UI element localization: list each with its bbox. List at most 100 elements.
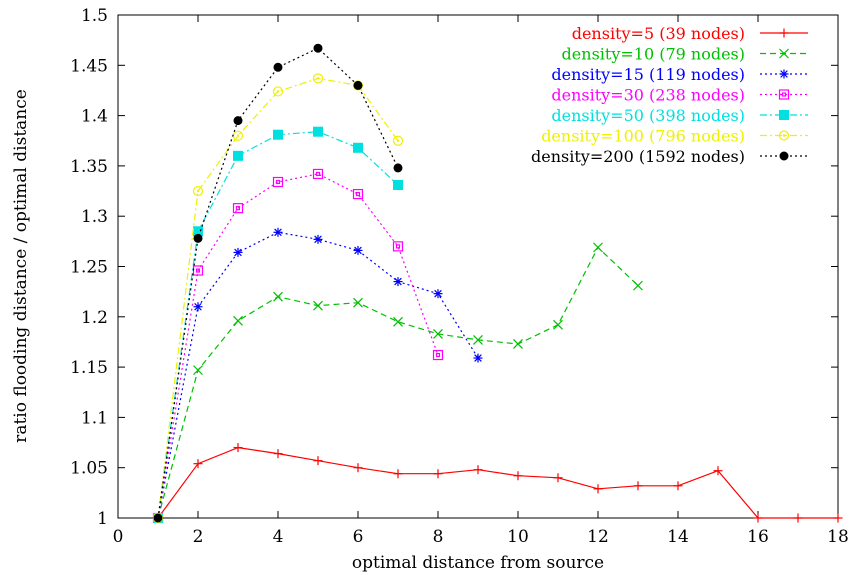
data-point-marker [273,227,283,237]
data-point-marker [713,466,723,476]
data-point-marker [312,168,324,180]
y-tick-label: 1.3 [81,207,108,227]
x-tick-label: 14 [667,527,689,547]
legend-label: density=50 (398 nodes) [551,106,745,125]
x-tick-label: 10 [507,527,529,547]
y-tick-label: 1.25 [70,258,108,278]
series-line [157,47,399,519]
data-point-marker [272,86,284,97]
series [153,443,843,523]
legend-label: density=200 (1592 nodes) [531,147,745,166]
data-point-marker [633,481,643,491]
data-point-marker [353,142,363,153]
data-point-marker [232,130,244,141]
axis-ticks: 0 2 4 6 8 10 12 14 16 18 1 1.05 1.1 1.15 1.2 1.25 1.3 1.3… [70,6,849,547]
data-point-marker [233,116,243,126]
data-point-marker [779,69,789,79]
y-tick-label: 1.5 [81,6,108,26]
data-point-marker [193,233,203,243]
legend-item: density=10 (79 nodes) [562,45,808,64]
data-point-marker [778,89,790,100]
y-tick-label: 1.2 [81,308,108,328]
data-point-marker [513,339,523,349]
y-tick-label: 1.35 [70,157,108,177]
data-point-marker [353,297,363,308]
legend-item: density=5 (39 nodes) [572,24,808,43]
data-point-marker [153,513,163,523]
legend-item: density=50 (398 nodes) [551,106,808,125]
x-tick-label: 12 [587,527,609,547]
data-point-marker [393,277,403,287]
data-point-marker [192,185,204,197]
y-tick-label: 1.45 [70,56,108,76]
legend-label: density=30 (238 nodes) [551,86,745,105]
y-tick-label: 1.05 [70,459,108,479]
data-point-marker [432,349,444,361]
data-point-marker [553,319,563,330]
series [153,126,403,523]
data-point-marker [193,365,203,376]
data-point-marker [273,449,283,459]
data-point-marker [313,234,323,244]
data-point-marker [753,513,763,523]
data-point-marker [313,126,323,137]
data-point-marker [393,469,403,479]
data-point-marker [793,513,803,523]
x-axis-label: optimal distance from source [352,553,604,573]
legend-item: density=30 (238 nodes) [551,86,808,105]
data-point-marker [273,291,283,302]
data-point-marker [393,163,403,173]
data-point-marker [193,302,203,312]
data-point-marker [473,335,483,345]
legend-item: density=200 (1592 nodes) [531,147,808,166]
data-point-marker [273,62,283,72]
y-tick-label: 1.15 [70,358,108,378]
legend-label: density=5 (39 nodes) [572,24,745,43]
legend-label: density=10 (79 nodes) [562,45,745,64]
legend: density=5 (39 nodes) density=10 (79 nodes… [531,24,808,166]
data-point-marker [272,176,284,188]
data-point-marker [779,28,789,38]
x-tick-label: 6 [353,527,364,547]
series [153,43,403,523]
series-layer [152,43,843,524]
y-tick-label: 1.4 [81,107,108,127]
data-point-marker [778,130,790,141]
data-point-marker [353,80,363,90]
data-point-marker [313,300,323,311]
y-tick-label: 1.1 [81,408,108,428]
x-tick-label: 0 [113,527,124,547]
series-line [157,231,479,519]
data-point-marker [433,469,443,479]
data-point-marker [433,289,443,299]
data-point-marker [779,151,789,161]
data-point-marker [393,316,403,327]
data-point-marker [392,135,404,146]
series [153,227,483,523]
data-point-marker [673,481,683,491]
data-point-marker [779,48,789,59]
x-tick-label: 16 [747,527,769,547]
legend-label: density=100 (796 nodes) [541,127,745,146]
data-point-marker [593,484,603,494]
data-point-marker [233,315,243,326]
data-point-marker [273,129,283,140]
data-point-marker [833,513,843,523]
y-axis-label: ratio flooding distance / optimal distan… [11,89,31,443]
x-tick-label: 4 [273,527,284,547]
data-point-marker [313,43,323,53]
x-tick-label: 18 [827,527,849,547]
data-point-marker [553,473,563,483]
data-point-marker [312,73,324,84]
data-point-marker [313,456,323,466]
data-point-marker [352,188,364,200]
data-point-marker [633,280,643,291]
legend-item: density=100 (796 nodes) [541,127,808,146]
y-tick-label: 1 [97,509,108,529]
data-point-marker [513,471,523,481]
data-point-marker [233,443,243,453]
data-point-marker [233,247,243,257]
data-point-marker [779,110,789,120]
series-line [157,173,439,519]
